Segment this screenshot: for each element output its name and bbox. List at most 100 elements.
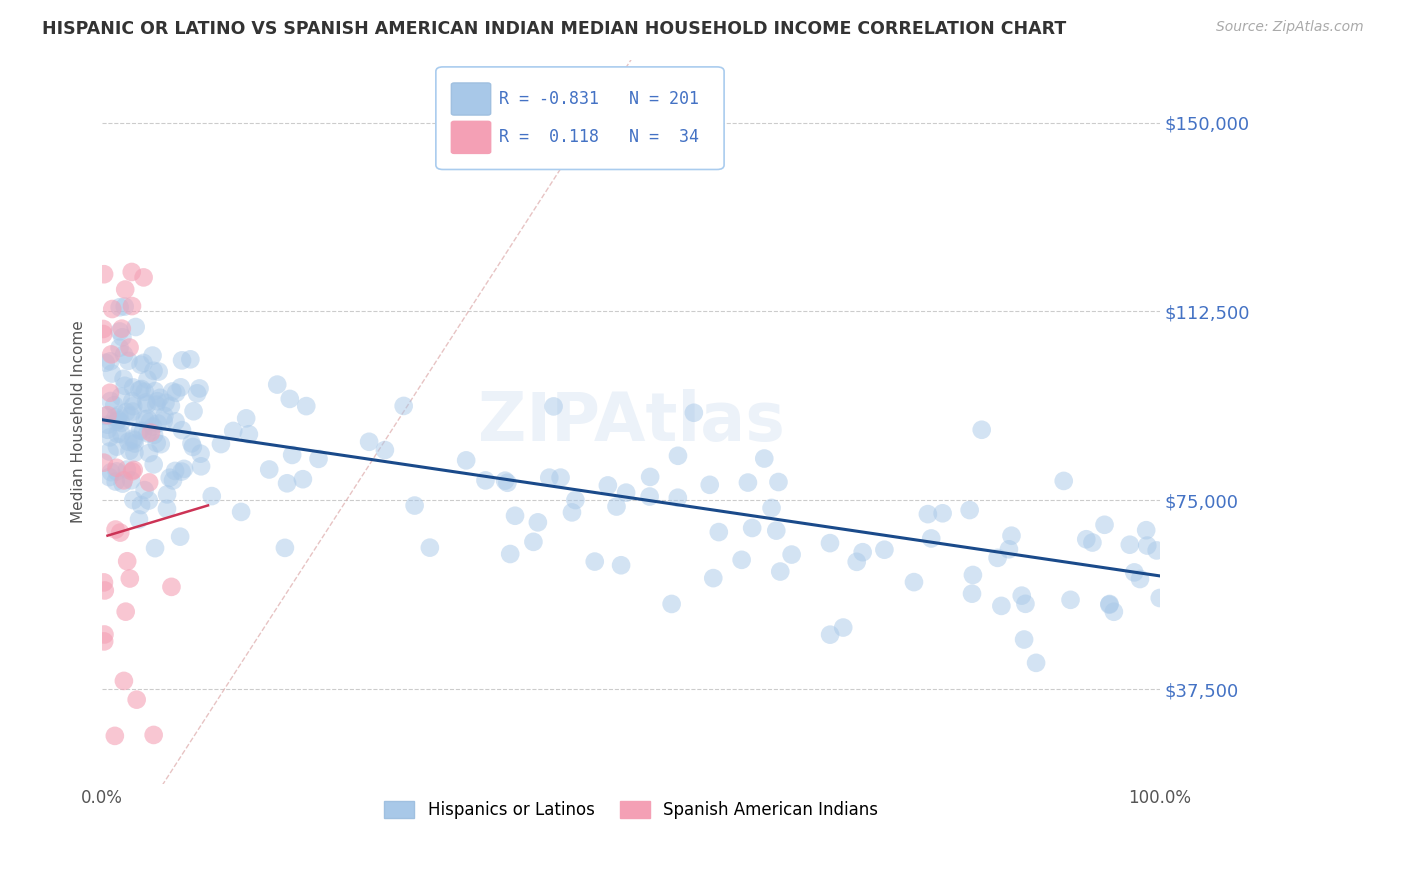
Point (1011, 589, 1033, 603)
Point (699, 478, 721, 492)
Point (702, 571, 724, 585)
Point (142, 728, 165, 742)
Point (110, 390, 132, 404)
Point (962, 568, 984, 582)
Point (115, 405, 138, 419)
Point (94, 409, 117, 423)
Point (931, 506, 953, 520)
Point (527, 516, 550, 530)
Point (1098, 597, 1121, 611)
Point (131, 382, 153, 396)
Point (105, 464, 128, 478)
Point (638, 490, 661, 504)
Point (682, 406, 704, 420)
Point (146, 394, 169, 409)
Point (550, 470, 572, 484)
Text: R =  0.118   N =  34: R = 0.118 N = 34 (499, 128, 699, 146)
Point (98, 354, 121, 368)
Point (257, 462, 280, 476)
Point (1136, 539, 1159, 553)
Point (291, 472, 314, 486)
Point (238, 427, 260, 442)
Point (112, 673, 135, 688)
Point (765, 524, 787, 538)
Point (111, 330, 134, 344)
Point (100, 465, 122, 479)
Point (142, 349, 165, 363)
Point (266, 377, 288, 392)
Point (138, 493, 160, 508)
Point (990, 599, 1012, 613)
Point (496, 475, 519, 490)
Point (190, 447, 212, 461)
Point (474, 474, 496, 488)
Point (179, 352, 201, 367)
Point (115, 554, 138, 568)
Point (107, 413, 129, 427)
Point (122, 434, 145, 448)
Point (91, 322, 114, 336)
Point (960, 587, 983, 601)
Point (170, 423, 193, 437)
Point (276, 476, 298, 491)
Point (638, 470, 661, 484)
Point (903, 575, 925, 590)
Text: Source: ZipAtlas.com: Source: ZipAtlas.com (1216, 20, 1364, 34)
Point (163, 464, 186, 478)
Point (93, 267, 115, 281)
Point (114, 283, 136, 297)
Point (91, 326, 114, 341)
Point (605, 500, 627, 514)
Point (392, 399, 415, 413)
Point (107, 426, 129, 441)
Point (173, 462, 195, 476)
Point (295, 399, 318, 413)
Point (93, 456, 115, 470)
Point (1119, 538, 1142, 552)
Point (769, 565, 792, 579)
Point (661, 597, 683, 611)
Point (111, 321, 134, 335)
Point (108, 325, 131, 339)
Point (188, 381, 211, 395)
Point (117, 353, 139, 368)
Point (499, 547, 522, 561)
Point (149, 391, 172, 405)
Point (94, 356, 117, 370)
Point (160, 580, 183, 594)
Point (761, 500, 783, 515)
Point (112, 473, 135, 487)
Point (128, 383, 150, 397)
Point (564, 493, 586, 508)
Point (190, 459, 212, 474)
Point (359, 434, 381, 449)
Point (169, 530, 191, 544)
Point (120, 473, 142, 487)
Point (121, 404, 143, 418)
Point (274, 541, 297, 555)
Point (201, 489, 224, 503)
Point (142, 419, 165, 434)
Point (229, 505, 252, 519)
Text: HISPANIC OR LATINO VS SPANISH AMERICAN INDIAN MEDIAN HOUSEHOLD INCOME CORRELATIO: HISPANIC OR LATINO VS SPANISH AMERICAN I… (42, 20, 1066, 37)
Point (522, 534, 544, 549)
Point (614, 485, 637, 500)
Point (108, 408, 131, 422)
Point (110, 416, 132, 430)
Point (235, 411, 257, 425)
Point (104, 475, 127, 489)
Point (146, 417, 169, 431)
Point (112, 347, 135, 361)
Point (1081, 535, 1104, 549)
Point (136, 426, 159, 441)
Point (115, 462, 138, 476)
Point (768, 475, 790, 489)
Point (98, 385, 121, 400)
Point (308, 451, 330, 466)
Point (162, 384, 184, 399)
Point (125, 692, 148, 706)
Point (94, 583, 117, 598)
Point (134, 384, 156, 399)
Point (98, 430, 121, 444)
Point (122, 399, 145, 413)
